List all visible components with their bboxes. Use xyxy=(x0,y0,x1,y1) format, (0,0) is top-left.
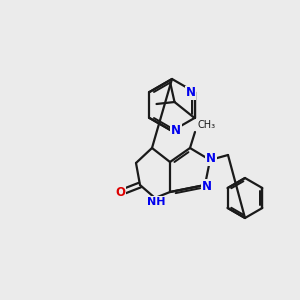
Text: CH₃: CH₃ xyxy=(198,120,216,130)
Text: O: O xyxy=(115,185,125,199)
Text: N: N xyxy=(171,124,181,136)
Text: N: N xyxy=(202,179,212,193)
Text: N: N xyxy=(206,152,216,166)
Text: N: N xyxy=(185,86,196,100)
Text: NH: NH xyxy=(147,197,165,207)
